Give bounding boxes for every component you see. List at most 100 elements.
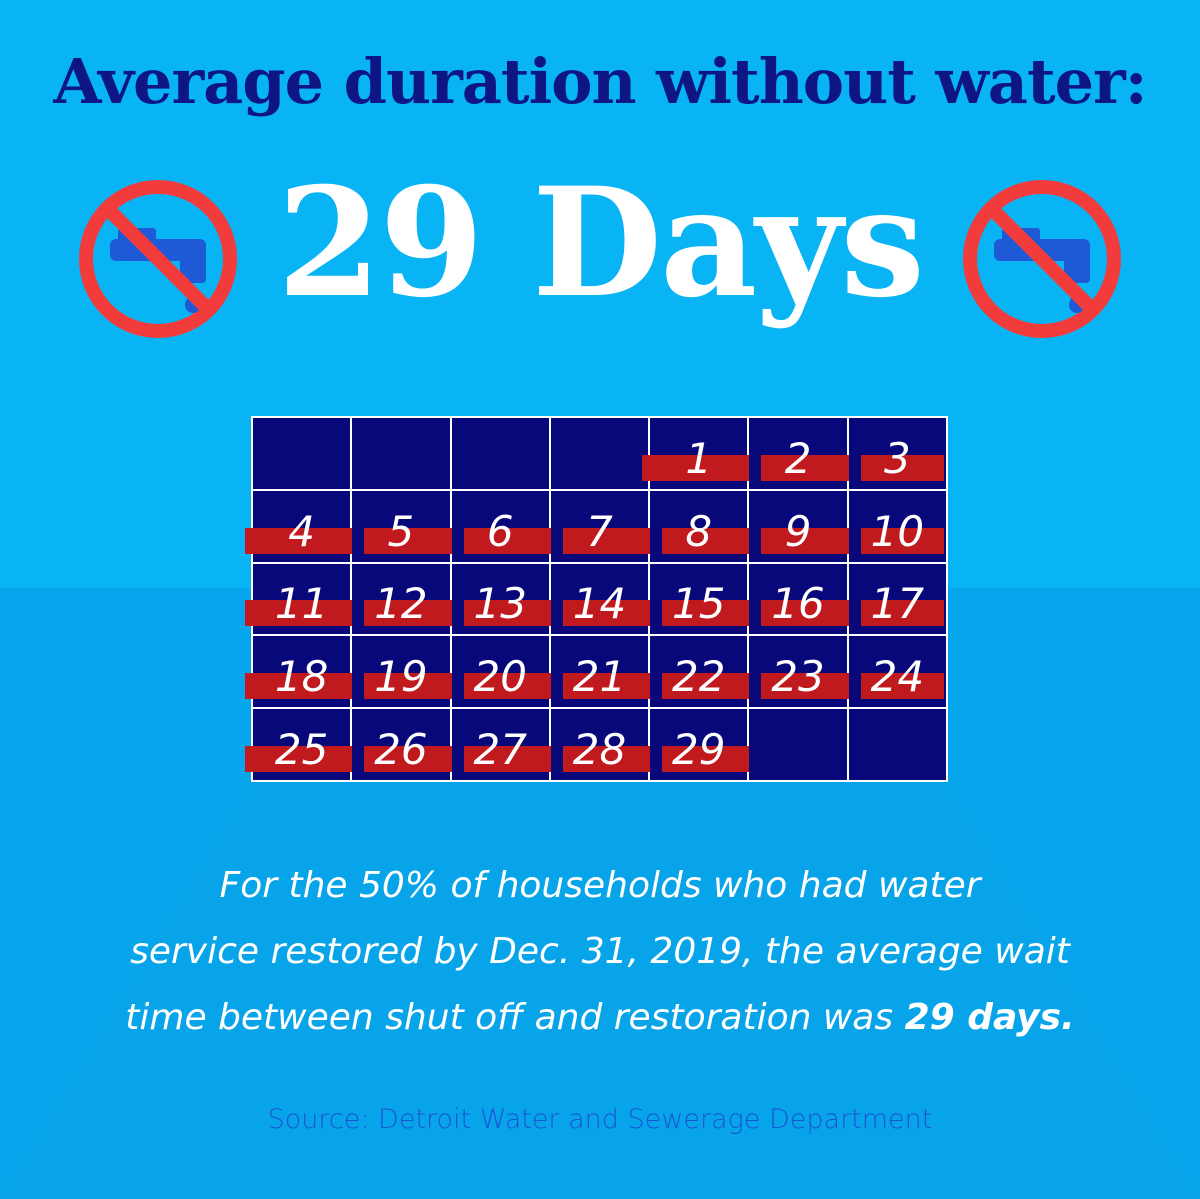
day-number: 6 <box>486 506 514 556</box>
calendar-day: 15 <box>650 563 760 635</box>
day-number: 11 <box>274 579 329 629</box>
strike-bar <box>662 673 760 700</box>
strike-bar <box>463 600 561 627</box>
calendar-day: 19 <box>352 636 462 708</box>
calendar-day: 6 <box>451 490 561 562</box>
calendar-day: 8 <box>650 490 760 562</box>
day-number: 7 <box>586 506 613 556</box>
day-number: 26 <box>374 725 428 774</box>
day-number: 13 <box>473 579 527 629</box>
strike-bar <box>761 527 859 554</box>
strike-bar <box>245 746 363 772</box>
day-number: 4 <box>288 506 315 556</box>
calendar-day: 1 <box>642 418 760 489</box>
calendar-day: 12 <box>352 563 462 635</box>
day-number: 2 <box>784 433 812 483</box>
day-number: 27 <box>473 725 527 774</box>
calendar-day: 9 <box>749 490 859 562</box>
strike-bar <box>562 673 661 700</box>
day-number: 18 <box>274 652 329 702</box>
strike-bar <box>364 673 462 700</box>
strike-bar <box>562 600 661 627</box>
strike-bar <box>761 600 859 627</box>
calendar-day: 10 <box>848 490 946 562</box>
day-number: 22 <box>672 652 726 702</box>
calendar-day: 5 <box>352 490 462 562</box>
day-number: 25 <box>274 725 329 774</box>
caption: For the 50% of households who had water … <box>60 853 1140 1051</box>
calendar-day: 28 <box>550 709 661 780</box>
day-number: 20 <box>473 652 527 702</box>
calendar-day: 11 <box>245 563 363 635</box>
headline: Average duration without water: <box>53 45 1147 118</box>
day-number: 12 <box>374 579 428 629</box>
calendar-day: 4 <box>245 490 363 562</box>
day-number: 29 <box>672 725 726 774</box>
strike-bar <box>463 673 561 700</box>
day-number: 9 <box>784 506 812 556</box>
strike-bar <box>860 673 944 700</box>
calendar-day: 29 <box>650 709 760 780</box>
strike-bar <box>662 746 760 772</box>
strike-bar <box>761 454 859 481</box>
strike-bar <box>662 600 760 627</box>
calendar-blank <box>451 418 549 489</box>
caption-line-2: service restored by Dec. 31, 2019, the a… <box>130 931 1070 972</box>
calendar-blank <box>352 418 450 489</box>
strike-bar <box>662 527 760 554</box>
day-number: 17 <box>870 579 925 629</box>
strike-bar <box>860 454 944 481</box>
strike-bar <box>364 746 462 772</box>
day-number: 5 <box>387 506 415 556</box>
calendar-day: 7 <box>550 490 661 562</box>
strike-bar <box>463 746 561 772</box>
day-number: 10 <box>870 506 925 556</box>
strike-bar <box>364 600 462 627</box>
strike-bar <box>562 746 661 772</box>
calendar-day: 23 <box>749 636 859 708</box>
calendar-grid: 1 2 3 4 5 6 7 8 9 10 11 12 13 14 15 16 17 18 19 20 21 22 23 24 2… <box>245 416 948 782</box>
calendar-day: 13 <box>451 563 561 635</box>
source-note: Source: Detroit Water and Sewerage Depar… <box>267 1104 933 1135</box>
no-water-tap-icon <box>79 180 237 338</box>
strike-bar <box>245 600 363 627</box>
strike-bar <box>860 527 944 554</box>
calendar-blank <box>749 709 847 780</box>
day-number: 15 <box>672 579 726 629</box>
day-number: 14 <box>572 579 627 629</box>
caption-line-3: time between shut off and restoration wa… <box>125 997 905 1038</box>
calendar-day: 14 <box>550 563 661 635</box>
strike-bar <box>245 527 363 554</box>
caption-emphasis: 29 days. <box>904 997 1075 1038</box>
strike-bar <box>562 527 661 554</box>
day-number: 24 <box>870 652 925 702</box>
calendar-day: 26 <box>352 709 462 780</box>
day-number: 1 <box>685 433 713 483</box>
strike-bar <box>245 673 363 700</box>
calendar-day: 16 <box>749 563 859 635</box>
day-number: 8 <box>685 506 713 556</box>
day-number: 21 <box>572 652 627 702</box>
no-water-tap-icon <box>963 180 1121 338</box>
strike-bar <box>463 527 561 554</box>
caption-line-1: For the 50% of households who had water <box>219 865 981 906</box>
day-number: 19 <box>374 652 428 702</box>
strike-bar <box>761 673 859 700</box>
calendar-blank <box>550 418 649 489</box>
calendar-day: 20 <box>451 636 561 708</box>
strike-bar <box>364 527 462 554</box>
strike-bar <box>860 600 944 627</box>
calendar-day: 22 <box>650 636 760 708</box>
calendar-blank <box>848 709 946 780</box>
day-number: 23 <box>771 652 825 702</box>
calendar-day: 3 <box>848 418 946 489</box>
calendar-day: 27 <box>451 709 561 780</box>
big-value: 29 Days <box>277 155 925 331</box>
calendar-day: 25 <box>245 709 363 780</box>
day-number: 16 <box>771 579 825 629</box>
calendar-day: 17 <box>848 563 946 635</box>
calendar-day: 2 <box>749 418 859 489</box>
strike-bar <box>642 454 760 481</box>
calendar-day: 24 <box>848 636 946 708</box>
